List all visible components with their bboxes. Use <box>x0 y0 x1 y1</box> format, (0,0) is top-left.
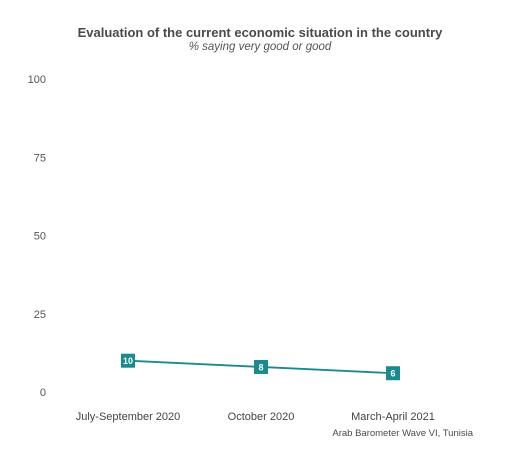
data-label: 8 <box>258 362 263 372</box>
data-point <box>121 353 135 368</box>
x-tick-label: March-April 2021 <box>351 411 435 423</box>
y-tick-label: 0 <box>40 387 46 399</box>
x-tick-label: October 2020 <box>228 411 295 423</box>
data-label: 6 <box>390 369 395 379</box>
chart-subtitle: % saying very good or good <box>188 41 332 53</box>
y-tick-label: 75 <box>34 152 46 164</box>
x-tick-label: July-September 2020 <box>76 411 181 423</box>
chart-title: Evaluation of the current economic situa… <box>77 25 443 40</box>
data-point <box>386 366 400 381</box>
y-tick-label: 25 <box>34 309 46 321</box>
source-caption: Arab Barometer Wave VI, Tunisia <box>332 428 473 439</box>
y-tick-label: 100 <box>28 74 46 86</box>
data-label: 10 <box>123 356 133 366</box>
data-point <box>254 359 268 374</box>
y-tick-label: 50 <box>34 231 46 243</box>
title-block: Evaluation of the current economic situa… <box>60 26 460 54</box>
